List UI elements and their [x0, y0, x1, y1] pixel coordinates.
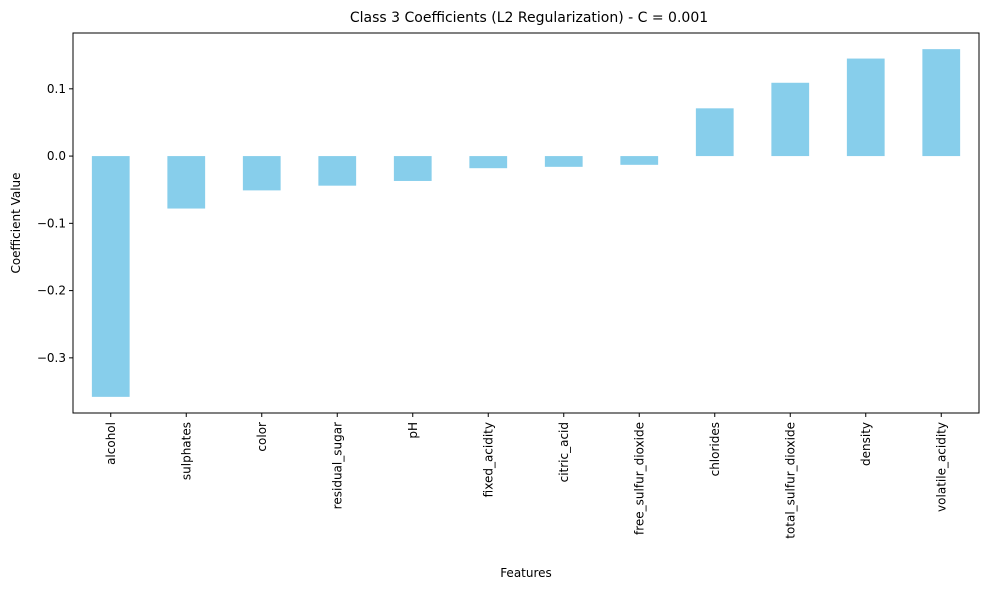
plot-frame — [72, 32, 980, 414]
y-tick-label: −0.2 — [37, 284, 66, 298]
y-tick-label: 0.1 — [47, 82, 66, 96]
bar-sulphates — [167, 156, 206, 209]
y-tick-label: 0.0 — [47, 149, 66, 163]
bar-volatile_acidity — [922, 49, 961, 157]
bar-density — [846, 58, 885, 157]
x-tick-label: chlorides — [708, 422, 722, 476]
bars-group — [91, 49, 961, 397]
bar-color — [242, 156, 281, 191]
x-tick-label: total_sulfur_dioxide — [783, 422, 797, 539]
x-tick-label: pH — [406, 422, 420, 439]
x-axis: alcohol sulphates color residual_sugar pH fix… — [104, 413, 948, 539]
bar-free_sulfur_dioxide — [620, 156, 659, 165]
x-tick-label: density — [859, 422, 873, 466]
y-axis: −0.3 −0.2 −0.1 0.0 0.1 — [37, 82, 73, 365]
y-axis-label: Coefficient Value — [9, 172, 23, 273]
x-tick-label: free_sulfur_dioxide — [632, 422, 646, 535]
bar-total_sulfur_dioxide — [771, 82, 810, 157]
bar-residual_sugar — [318, 156, 357, 186]
bar-chlorides — [695, 108, 734, 157]
y-tick-label: −0.1 — [37, 216, 66, 230]
x-tick-label: citric_acid — [557, 422, 571, 482]
x-tick-label: residual_sugar — [330, 422, 344, 509]
chart-title: Class 3 Coefficients (L2 Regularization)… — [350, 10, 708, 26]
bar-pH — [393, 156, 432, 181]
bar-alcohol — [91, 156, 130, 397]
x-tick-label: fixed_acidity — [481, 422, 495, 497]
x-tick-label: color — [255, 422, 269, 452]
x-tick-label: alcohol — [104, 422, 118, 465]
y-tick-label: −0.3 — [37, 351, 66, 365]
bar-fixed_acidity — [469, 156, 508, 169]
bar-citric_acid — [544, 156, 583, 167]
x-tick-label: volatile_acidity — [934, 422, 948, 512]
x-tick-label: sulphates — [179, 422, 193, 480]
x-axis-label: Features — [500, 566, 552, 580]
